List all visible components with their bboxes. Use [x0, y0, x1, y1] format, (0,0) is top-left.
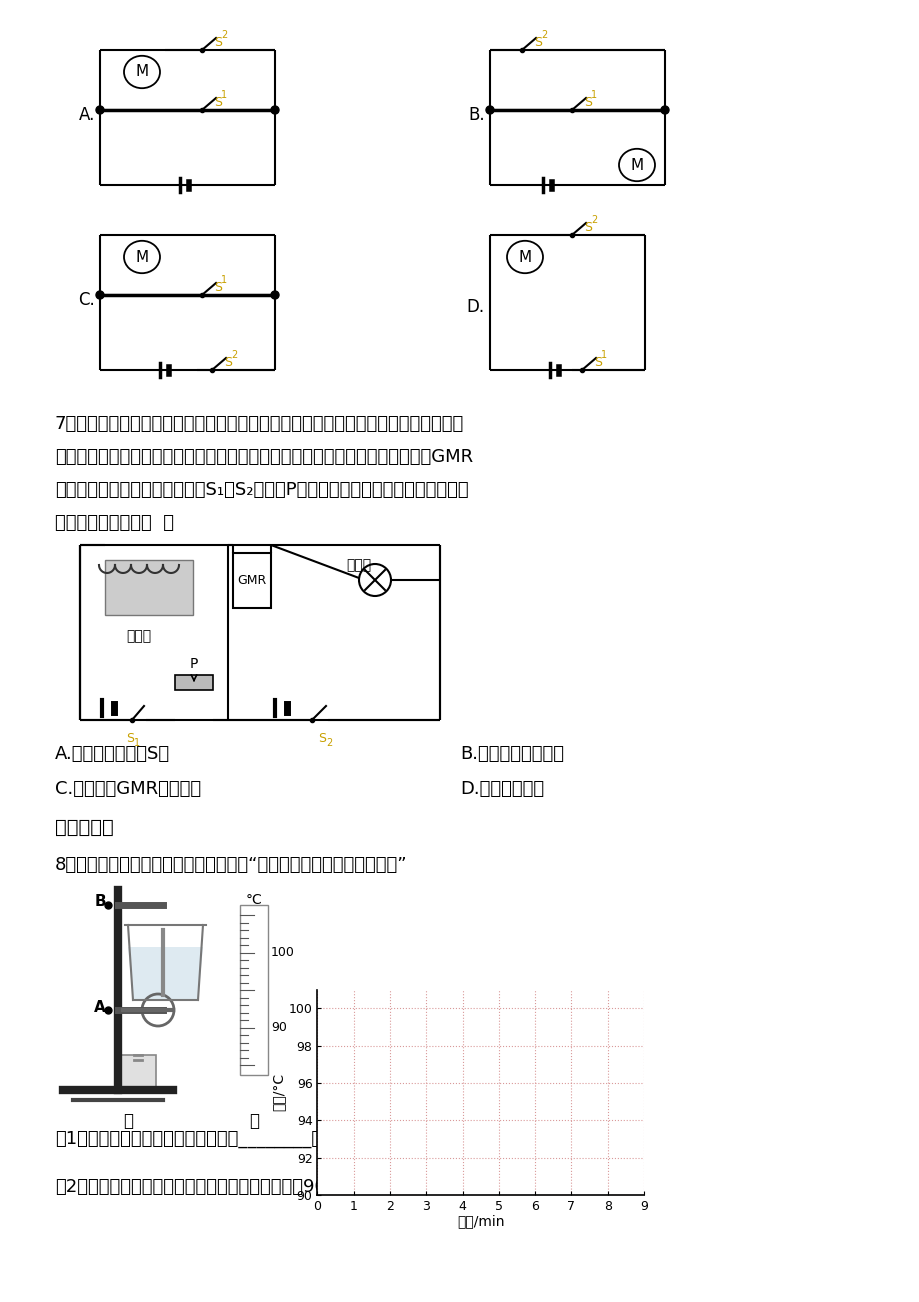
Text: C.巨磁电阵GMR电阵增大: C.巨磁电阵GMR电阵增大	[55, 780, 201, 798]
Bar	[240, 905, 267, 1075]
Text: A: A	[94, 1000, 106, 1014]
Text: （1）组装实验器材时，应先固定铁圈________（选填“A”或“B”）；: （1）组装实验器材时，应先固定铁圈________（选填“A”或“B”）；	[55, 1130, 431, 1148]
Text: 2: 2	[221, 30, 227, 40]
Text: A.: A.	[78, 105, 95, 124]
Text: C.: C.	[78, 292, 95, 309]
Text: 1: 1	[221, 90, 227, 100]
Text: S: S	[318, 732, 325, 745]
Text: 7．巨磁电阵效应是指某些材料在磁场增强时电阵明显减小的现象，这一发现大大提高: 7．巨磁电阵效应是指某些材料在磁场增强时电阵明显减小的现象，这一发现大大提高	[55, 415, 464, 434]
Text: 特性的原理示意图。在闭合开关S₁、S₂且滑片P向左滑动的过程中（灯丝未烧断），: 特性的原理示意图。在闭合开关S₁、S₂且滑片P向左滑动的过程中（灯丝未烧断），	[55, 480, 468, 499]
Text: S: S	[584, 96, 591, 109]
Circle shape	[96, 292, 104, 299]
Text: S: S	[223, 355, 232, 368]
Text: 2: 2	[540, 30, 547, 40]
Text: 100: 100	[271, 947, 295, 960]
Text: 8．同学们用图甲所示的实验装置，探究“水在沸腾前后温度变化的特点”: 8．同学们用图甲所示的实验装置，探究“水在沸腾前后温度变化的特点”	[55, 855, 407, 874]
Text: 2: 2	[231, 350, 237, 359]
Text: S: S	[214, 281, 221, 294]
Text: 1: 1	[590, 90, 596, 100]
Circle shape	[96, 105, 104, 115]
Text: S: S	[214, 96, 221, 109]
Text: 甲: 甲	[123, 1112, 133, 1130]
Text: 1: 1	[221, 275, 227, 285]
Circle shape	[485, 105, 494, 115]
Text: M: M	[518, 250, 531, 264]
Text: 下列说法正确的是（  ）: 下列说法正确的是（ ）	[55, 514, 174, 533]
Text: 乙: 乙	[249, 1112, 259, 1130]
X-axis label: 时间/min: 时间/min	[457, 1215, 504, 1229]
Text: S: S	[594, 355, 601, 368]
Text: S: S	[126, 732, 134, 745]
Text: GMR: GMR	[237, 573, 267, 586]
Text: 2: 2	[590, 215, 596, 225]
Bar	[175, 674, 213, 690]
Text: B: B	[94, 894, 106, 910]
Text: 90: 90	[271, 1021, 287, 1034]
Text: 1: 1	[600, 350, 607, 359]
Bar	[119, 1055, 156, 1090]
Bar	[105, 560, 193, 615]
Text: S: S	[584, 221, 591, 234]
Text: D.: D.	[466, 298, 484, 316]
Bar	[233, 553, 271, 608]
Text: 1: 1	[134, 738, 140, 749]
Text: M: M	[135, 250, 148, 264]
Text: 2: 2	[325, 738, 332, 749]
Text: 了磁、电信号转换的灵敏度，从而引发了硬盘技术的革命。如图是研究巨磁电阵GMR: 了磁、电信号转换的灵敏度，从而引发了硬盘技术的革命。如图是研究巨磁电阵GMR	[55, 448, 472, 466]
Text: 指示灯: 指示灯	[346, 559, 371, 572]
Text: B.: B.	[468, 105, 484, 124]
Text: S: S	[533, 36, 541, 49]
Text: °C: °C	[245, 893, 263, 907]
Text: 电磁铁: 电磁铁	[126, 629, 152, 643]
Text: S: S	[214, 36, 221, 49]
Text: A.电磁铁的左端为S极: A.电磁铁的左端为S极	[55, 745, 170, 763]
Text: 二、实验题: 二、实验题	[55, 818, 114, 837]
Text: D.灯泡明显变亮: D.灯泡明显变亮	[460, 780, 543, 798]
Text: M: M	[135, 65, 148, 79]
Circle shape	[660, 105, 668, 115]
Circle shape	[271, 292, 278, 299]
Text: P: P	[189, 658, 198, 671]
Circle shape	[271, 105, 278, 115]
Polygon shape	[128, 947, 203, 1000]
Y-axis label: 温度/°C: 温度/°C	[272, 1073, 286, 1112]
Text: （2）正确组装好器材，点燃酒精灯。当水温升高到90℃后，每隔1: （2）正确组装好器材，点燃酒精灯。当水温升高到90℃后，每隔1	[55, 1178, 400, 1197]
Text: 丙: 丙	[494, 1112, 505, 1130]
Text: B.电磁铁的磁性减弱: B.电磁铁的磁性减弱	[460, 745, 563, 763]
Text: M: M	[630, 158, 643, 172]
